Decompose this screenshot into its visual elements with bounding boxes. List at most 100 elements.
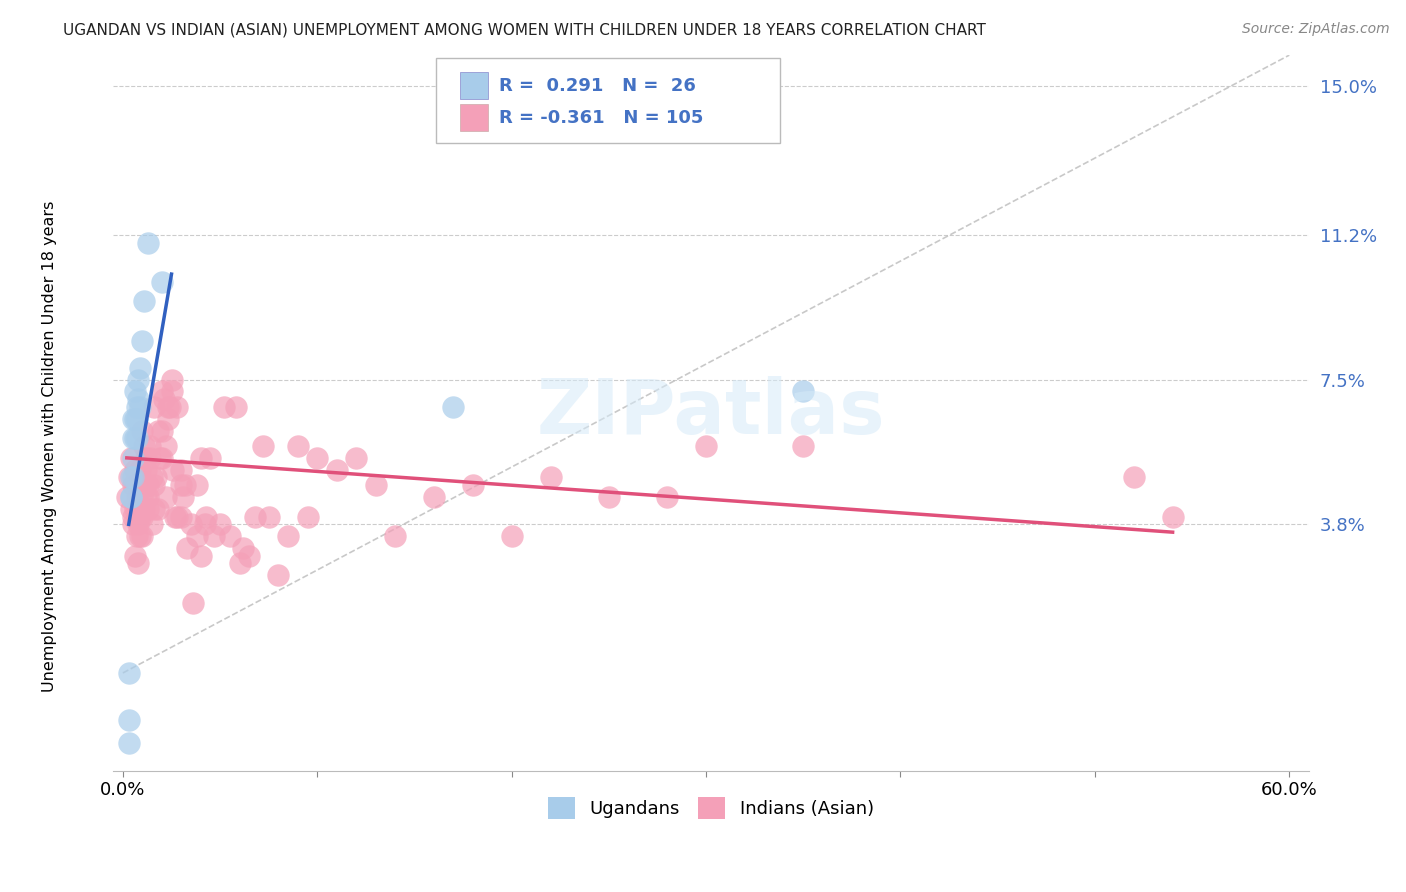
Point bbox=[170, 509, 193, 524]
Point bbox=[124, 384, 146, 399]
Point bbox=[326, 462, 349, 476]
Point bbox=[146, 424, 169, 438]
Point bbox=[501, 529, 523, 543]
Point bbox=[134, 478, 156, 492]
Point bbox=[195, 509, 218, 524]
Point bbox=[150, 275, 173, 289]
Point bbox=[139, 439, 162, 453]
Point bbox=[124, 462, 146, 476]
Point bbox=[124, 411, 146, 425]
Point bbox=[364, 478, 387, 492]
Point bbox=[792, 384, 814, 399]
Point bbox=[125, 400, 148, 414]
Point bbox=[145, 470, 167, 484]
Point bbox=[657, 490, 679, 504]
Point bbox=[131, 424, 153, 438]
Point bbox=[127, 501, 149, 516]
Point bbox=[124, 431, 146, 445]
Point bbox=[120, 501, 142, 516]
Point bbox=[170, 462, 193, 476]
Point bbox=[598, 490, 620, 504]
Point bbox=[172, 490, 194, 504]
Point bbox=[131, 490, 153, 504]
Point bbox=[121, 509, 143, 524]
Point bbox=[134, 439, 156, 453]
Point bbox=[118, 470, 141, 484]
Point bbox=[129, 462, 152, 476]
Point bbox=[174, 478, 197, 492]
Point bbox=[131, 509, 153, 524]
Point bbox=[209, 517, 232, 532]
Point bbox=[120, 450, 142, 465]
Point bbox=[228, 557, 250, 571]
Point bbox=[166, 400, 188, 414]
Point bbox=[152, 392, 174, 407]
Point bbox=[139, 450, 162, 465]
Point bbox=[200, 450, 222, 465]
Point bbox=[150, 384, 173, 399]
Point bbox=[136, 478, 159, 492]
Point bbox=[135, 490, 157, 504]
Point bbox=[176, 541, 198, 555]
Point bbox=[162, 462, 184, 476]
Point bbox=[115, 490, 138, 504]
Point bbox=[125, 529, 148, 543]
Point bbox=[127, 373, 149, 387]
Text: Source: ZipAtlas.com: Source: ZipAtlas.com bbox=[1241, 22, 1389, 37]
Point bbox=[124, 478, 146, 492]
Point bbox=[181, 596, 204, 610]
Point bbox=[121, 517, 143, 532]
Point bbox=[695, 439, 717, 453]
Point bbox=[136, 235, 159, 250]
Point bbox=[190, 549, 212, 563]
Point bbox=[131, 334, 153, 348]
Point bbox=[160, 384, 183, 399]
Point bbox=[218, 529, 240, 543]
Point bbox=[287, 439, 309, 453]
Point bbox=[190, 450, 212, 465]
Text: ZIPatlas: ZIPatlas bbox=[537, 376, 886, 450]
Point bbox=[121, 431, 143, 445]
Point bbox=[344, 450, 367, 465]
Point bbox=[121, 470, 143, 484]
Point bbox=[118, 736, 141, 750]
Point bbox=[129, 509, 152, 524]
Point bbox=[423, 490, 446, 504]
Point bbox=[202, 529, 225, 543]
Point bbox=[141, 470, 163, 484]
Point bbox=[131, 529, 153, 543]
Point bbox=[257, 509, 280, 524]
Point bbox=[384, 529, 406, 543]
Point bbox=[267, 568, 290, 582]
Point bbox=[125, 411, 148, 425]
Point bbox=[125, 501, 148, 516]
Point bbox=[134, 294, 156, 309]
Point bbox=[165, 509, 187, 524]
Point bbox=[121, 478, 143, 492]
Text: R =  0.291   N =  26: R = 0.291 N = 26 bbox=[499, 77, 696, 95]
Point bbox=[155, 439, 177, 453]
Point bbox=[129, 400, 152, 414]
Point bbox=[127, 557, 149, 571]
Point bbox=[461, 478, 484, 492]
Point bbox=[792, 439, 814, 453]
Point bbox=[136, 490, 159, 504]
Point bbox=[129, 360, 152, 375]
Point bbox=[243, 509, 266, 524]
Point bbox=[143, 400, 166, 414]
Point bbox=[118, 713, 141, 727]
Text: Unemployment Among Women with Children Under 18 years: Unemployment Among Women with Children U… bbox=[42, 201, 56, 691]
Point bbox=[121, 411, 143, 425]
Point bbox=[1161, 509, 1184, 524]
Point bbox=[1122, 470, 1144, 484]
Point bbox=[150, 450, 173, 465]
Point bbox=[120, 490, 142, 504]
Point bbox=[160, 373, 183, 387]
Point bbox=[121, 450, 143, 465]
Point bbox=[166, 509, 188, 524]
Point bbox=[141, 517, 163, 532]
Point bbox=[170, 478, 193, 492]
Point bbox=[186, 529, 208, 543]
Point bbox=[180, 517, 202, 532]
Point bbox=[238, 549, 260, 563]
